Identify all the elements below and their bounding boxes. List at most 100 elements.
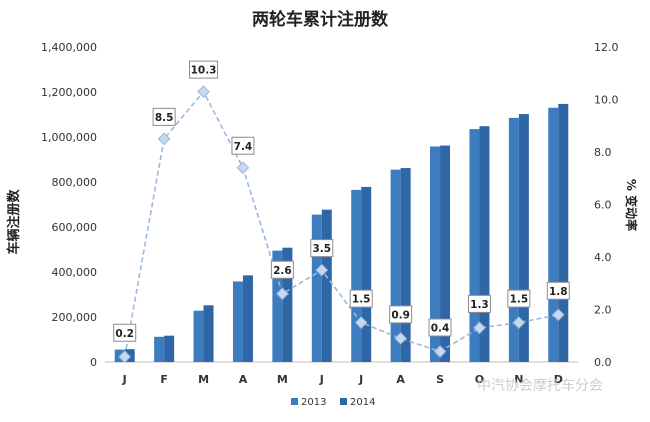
y-tick-label: 200,000 <box>52 311 98 324</box>
change-rate-point <box>433 345 447 358</box>
data-label: 10.3 <box>191 65 217 77</box>
bar-2013 <box>193 310 204 362</box>
x-tick-label: N <box>514 373 523 386</box>
bar-2014 <box>361 186 372 362</box>
data-label-box <box>231 136 255 155</box>
bar-2013 <box>232 281 243 362</box>
bar-2014 <box>558 103 569 363</box>
legend-swatch-2014 <box>340 398 347 405</box>
data-label: 0.2 <box>115 328 134 340</box>
change-rate-point <box>236 161 250 175</box>
x-tick-label: J <box>319 373 324 386</box>
data-label-box <box>546 281 570 300</box>
x-tick-label: S <box>436 373 444 386</box>
data-label: 8.5 <box>155 112 174 124</box>
change-rate-point <box>276 287 289 301</box>
data-label-box <box>310 239 334 258</box>
x-tick-label: J <box>122 373 127 386</box>
bar-2014 <box>242 275 253 362</box>
bar-2013 <box>430 146 441 362</box>
y-tick-label: 1,000,000 <box>41 131 97 144</box>
y-tick-label: 800,000 <box>52 176 98 189</box>
x-tick-label: D <box>554 373 563 386</box>
data-label: 1.5 <box>510 294 529 306</box>
data-label-box <box>349 289 373 308</box>
bar-2014 <box>164 335 175 362</box>
data-label: 1.5 <box>352 294 371 306</box>
change-rate-point <box>157 132 171 146</box>
y2-tick-label: 2.0 <box>594 304 612 317</box>
y2-tick-label: 12.0 <box>594 41 619 54</box>
change-rate-point <box>118 350 132 364</box>
chart-title: 两轮车累计注册数 <box>252 9 389 30</box>
data-label-box <box>389 305 413 324</box>
x-tick-label: A <box>239 373 248 386</box>
y-tick-label: 400,000 <box>52 266 98 279</box>
bar-2014 <box>400 168 411 362</box>
bar-2014 <box>203 305 214 362</box>
line-series <box>118 85 565 364</box>
bar-2014 <box>479 126 490 362</box>
data-labels: 0.2 8.5 10.3 7.4 2.6 3.5 1.5 0.9 0.4 1.3 1.5 1.8 <box>113 60 570 342</box>
data-label-box <box>189 60 219 79</box>
data-label: 7.4 <box>234 141 253 153</box>
data-label-box <box>152 107 176 126</box>
change-rate-point <box>315 263 329 277</box>
y-tick-label: 1,400,000 <box>41 41 97 54</box>
bar-2013 <box>272 250 283 362</box>
data-label: 2.6 <box>273 265 292 277</box>
y2-tick-label: 0.0 <box>594 356 612 369</box>
y-axis-label: 车辆注册数 <box>6 189 22 255</box>
y-tick-label: 600,000 <box>52 221 98 234</box>
x-tick-label: M <box>277 373 288 386</box>
change-rate-point <box>473 321 486 335</box>
legend-label: 2013 <box>301 397 326 408</box>
bar-2013 <box>351 189 362 362</box>
data-label-box <box>428 318 452 337</box>
x-tick-label: M <box>198 373 209 386</box>
legend-swatch-2013 <box>291 398 298 405</box>
data-label-box <box>507 289 531 308</box>
y2-tick-label: 4.0 <box>594 251 612 264</box>
y2-tick-label: 6.0 <box>594 199 612 212</box>
bar-2013 <box>154 336 165 362</box>
y-tick-label: 1,200,000 <box>41 86 97 99</box>
data-label-box <box>113 323 137 342</box>
y2-tick-label: 8.0 <box>594 146 612 159</box>
bar-2014 <box>518 114 529 362</box>
data-label: 0.9 <box>391 309 410 321</box>
y-tick-label: 0 <box>90 356 97 369</box>
x-tick-label: F <box>160 373 168 386</box>
axes: 0 200,000 400,000 600,000 800,000 1,000,000 1,… <box>41 41 618 386</box>
data-label: 1.3 <box>470 299 489 311</box>
bar-2013 <box>508 117 519 362</box>
x-tick-label: J <box>358 373 363 386</box>
legend: 2013 2014 <box>291 397 375 408</box>
change-rate-point <box>551 308 565 322</box>
y2-tick-label: 10.0 <box>594 94 619 107</box>
change-rate-point <box>394 332 407 345</box>
data-label: 0.4 <box>431 323 450 335</box>
data-label-box <box>270 260 294 279</box>
bar-2013 <box>469 129 480 362</box>
bar-2014 <box>321 209 332 362</box>
change-rate-point <box>512 316 526 329</box>
bar-2013 <box>390 169 401 362</box>
change-rate-point <box>197 85 210 98</box>
bars <box>114 103 569 363</box>
bar-2013 <box>311 214 322 362</box>
bar-2014 <box>440 145 451 362</box>
bar-2014 <box>282 247 293 362</box>
x-tick-label: A <box>396 373 405 386</box>
change-rate-point <box>354 316 368 329</box>
change-rate-line <box>123 90 559 357</box>
data-label-box <box>467 294 491 313</box>
y2-axis-label: % 变动率 <box>624 179 639 231</box>
data-label: 1.8 <box>549 286 568 298</box>
x-tick-label: O <box>475 373 484 386</box>
bar-2013 <box>548 107 559 362</box>
watermark: 中汽协会摩托车分会 <box>477 377 603 394</box>
legend-label: 2014 <box>350 397 375 408</box>
